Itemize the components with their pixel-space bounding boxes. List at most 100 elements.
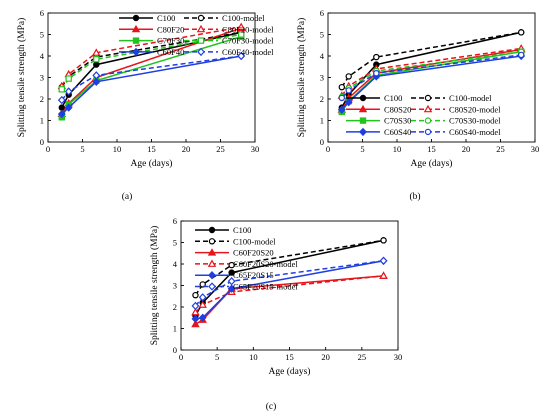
panel-label: (a): [122, 191, 133, 202]
legend-label: C80F20-model: [222, 24, 274, 34]
x-tick-label: 30: [394, 352, 403, 362]
data-point: [345, 73, 352, 80]
data-point: [92, 71, 101, 80]
data-point: [373, 69, 380, 77]
data-point: [380, 237, 387, 244]
chart-panel-1: 0 5 10 15 20 25 30 0 1 2 3 4 5 6 Age (days) Splitting t…: [16, 8, 274, 202]
data-point: [237, 51, 246, 61]
legend-label: C100-model: [233, 236, 276, 246]
y-tick-label: 3: [40, 73, 44, 83]
y-tick-label: 1: [40, 116, 44, 126]
y-tick-label: 3: [173, 281, 177, 291]
x-tick-label: 10: [113, 144, 122, 154]
series-line: [61, 27, 242, 115]
x-tick-label: 15: [147, 144, 156, 154]
legend-label: C80F20: [157, 24, 184, 34]
data-point: [199, 281, 206, 288]
series-line: [61, 55, 242, 101]
y-tick-label: 6: [320, 8, 324, 18]
legend-label: C100: [157, 13, 175, 23]
data-point: [64, 103, 73, 112]
series-C60F20S20-model: [191, 271, 388, 316]
legend-label: C100: [233, 225, 251, 235]
y-tick-label: 3: [320, 73, 324, 83]
data-point: [518, 51, 525, 59]
data-point: [236, 22, 246, 30]
data-point: [379, 271, 388, 279]
x-tick-label: 5: [80, 144, 84, 154]
legend-entry: C60F20S20: [195, 248, 274, 258]
legend-marker: [197, 47, 205, 57]
x-tick-label: 0: [179, 352, 183, 362]
series-C80F20-model: [57, 22, 246, 90]
legend-entry: C100: [346, 93, 402, 103]
data-point: [58, 86, 66, 93]
legend-entry: C100: [195, 225, 251, 235]
legend-marker: [132, 47, 140, 57]
x-tick-label: 10: [249, 352, 258, 362]
legend-entry: C80F20-model: [184, 24, 274, 34]
data-point: [373, 53, 380, 61]
legend-entry: C60S40: [346, 127, 411, 137]
series-line: [341, 31, 522, 108]
series-line: [341, 55, 522, 111]
legend-marker: [131, 24, 141, 33]
y-tick-label: 5: [320, 30, 324, 40]
panel-label: (c): [266, 401, 277, 412]
y-tick-label: 6: [40, 8, 44, 18]
legend-label: C80S20: [384, 104, 411, 114]
y-tick-label: 2: [173, 302, 177, 312]
data-point: [191, 314, 200, 324]
data-point: [228, 261, 235, 269]
legend-entry: C60F20S20-model: [195, 259, 298, 269]
data-point: [65, 75, 72, 82]
y-tick-label: 4: [40, 51, 45, 61]
x-tick-label: 15: [427, 144, 436, 154]
data-point: [379, 256, 388, 265]
legend-label: C70S30: [384, 116, 411, 126]
legend-label: C100: [384, 93, 402, 103]
data-point: [338, 94, 345, 102]
series-line: [341, 47, 522, 97]
data-point: [57, 109, 66, 119]
legend-label: C70F30-model: [222, 36, 274, 46]
x-axis-label: Age (days): [411, 158, 453, 169]
y-tick-label: 0: [173, 345, 177, 355]
legend-marker: [359, 127, 367, 137]
y-axis-label: Splitting tensile strength (MPa): [149, 226, 160, 346]
y-tick-label: 0: [40, 137, 44, 147]
legend-label: C65F20S15: [233, 270, 274, 280]
legend-label: C60F20S20-model: [233, 259, 298, 269]
legend-marker: [423, 104, 433, 113]
series-line: [195, 260, 384, 320]
legend-label: C100-model: [222, 13, 265, 23]
x-tick-label: 20: [462, 144, 471, 154]
legend-label: C65F20S15-model: [233, 282, 298, 292]
series-line: [61, 35, 242, 118]
x-tick-label: 25: [496, 144, 505, 154]
x-tick-label: 10: [393, 144, 402, 154]
y-tick-label: 2: [40, 94, 44, 104]
series-line: [194, 275, 384, 313]
y-tick-label: 6: [173, 216, 177, 226]
legend-label: C60F20S20: [233, 248, 274, 258]
legend-marker: [424, 128, 432, 136]
series-C60F40: [57, 51, 246, 119]
data-point: [337, 105, 346, 114]
data-point: [92, 48, 101, 56]
data-point: [227, 284, 236, 293]
plot-frame: [327, 12, 536, 143]
legend-label: C60S40-model: [449, 127, 501, 137]
legend-entry: C80S20-model: [411, 104, 501, 114]
x-tick-label: 0: [326, 144, 330, 154]
x-tick-label: 0: [46, 144, 50, 154]
legend-marker: [424, 117, 432, 124]
y-tick-label: 5: [40, 30, 44, 40]
legend-marker: [424, 94, 432, 102]
legend-label: C60F40: [157, 47, 184, 57]
series-C100: [58, 29, 245, 111]
x-tick-label: 25: [358, 352, 367, 362]
data-point: [57, 95, 66, 105]
